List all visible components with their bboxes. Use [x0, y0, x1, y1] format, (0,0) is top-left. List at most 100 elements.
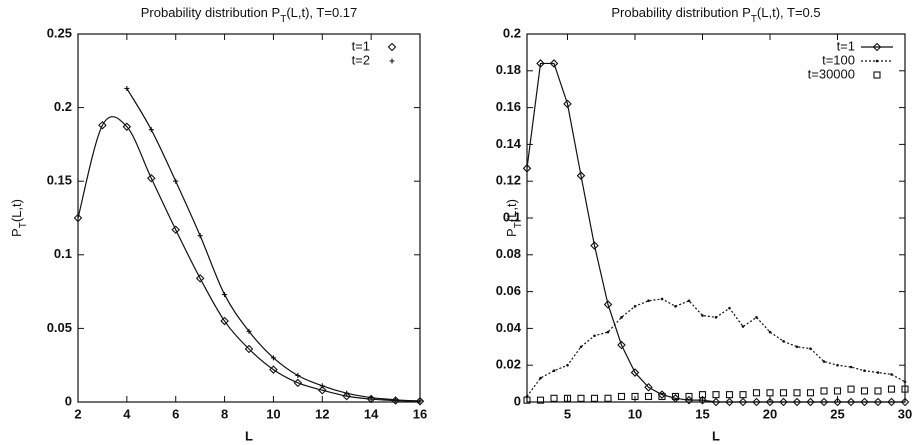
y-tick-label: 0	[65, 393, 72, 408]
marker	[819, 397, 829, 407]
marker	[725, 391, 734, 399]
marker	[903, 380, 907, 384]
marker	[368, 395, 374, 401]
x-tick-label: 15	[695, 406, 709, 421]
marker	[73, 213, 83, 223]
marker	[549, 59, 559, 68]
marker	[536, 59, 545, 68]
marker	[671, 394, 680, 403]
x-tick-label: 2	[74, 406, 81, 421]
marker	[752, 397, 761, 407]
marker	[620, 316, 623, 319]
marker	[766, 389, 774, 397]
x-tick-label: 25	[830, 406, 844, 421]
marker	[563, 394, 572, 402]
plot-frame	[77, 33, 421, 403]
marker	[741, 325, 745, 328]
y-tick-label: 0	[514, 393, 521, 408]
marker	[171, 225, 180, 235]
y-tick-label: 0.08	[496, 246, 521, 261]
marker	[658, 392, 666, 401]
marker	[765, 397, 775, 407]
marker	[603, 300, 613, 309]
series-line	[526, 62, 905, 403]
marker	[860, 397, 869, 407]
marker	[566, 363, 569, 367]
x-tick-label: 4	[123, 406, 131, 421]
marker	[604, 394, 612, 402]
marker	[795, 345, 799, 349]
y-axis-label-part: T	[513, 222, 524, 228]
marker	[630, 368, 640, 377]
marker	[833, 397, 842, 407]
marker	[860, 387, 869, 395]
marker	[647, 299, 650, 303]
marker	[728, 306, 731, 310]
marker	[876, 371, 880, 374]
marker	[606, 330, 610, 334]
marker	[563, 99, 572, 109]
x-tick-label: 20	[763, 406, 777, 421]
marker	[417, 398, 423, 404]
marker	[890, 373, 893, 376]
marker	[822, 360, 826, 363]
marker	[833, 387, 842, 395]
chart-title-part: T	[751, 14, 757, 25]
marker	[590, 241, 599, 250]
legend-label: t=30000	[808, 66, 855, 81]
marker	[901, 385, 909, 393]
x-tick-label: 6	[172, 406, 179, 421]
y-tick-label: 0.2	[503, 25, 521, 40]
marker	[576, 171, 586, 180]
x-tick-label: 10	[266, 406, 280, 421]
y-tick-label: 0.18	[496, 62, 521, 77]
marker	[98, 120, 107, 130]
y-axis-label-part: (L,t)	[504, 199, 519, 222]
marker	[246, 328, 252, 334]
marker	[739, 391, 747, 399]
marker	[755, 316, 758, 319]
marker	[698, 391, 707, 399]
x-tick-label: 16	[413, 406, 427, 421]
marker	[809, 347, 812, 350]
marker	[873, 397, 883, 407]
marker	[195, 274, 205, 283]
y-axis-label: PT(L,t)	[504, 199, 524, 237]
y-tick-label: 0.15	[47, 173, 72, 188]
marker	[768, 330, 772, 334]
marker	[725, 397, 734, 407]
x-axis-label: L	[245, 428, 253, 443]
marker	[674, 305, 677, 308]
series-line	[126, 88, 421, 402]
marker	[644, 392, 653, 401]
y-tick-label: 0.04	[496, 320, 522, 335]
marker	[873, 71, 881, 79]
y-axis-label: PT(L,t)	[9, 199, 29, 237]
x-tick-label: 30	[898, 406, 912, 421]
y-tick-label: 0.02	[496, 357, 521, 372]
marker	[698, 395, 707, 405]
marker	[863, 369, 866, 373]
marker	[738, 397, 748, 407]
marker	[393, 397, 399, 403]
marker	[522, 164, 532, 173]
y-tick-label: 0.05	[47, 320, 72, 335]
series-line	[526, 298, 906, 397]
y-tick-label: 0.12	[496, 173, 521, 188]
marker	[685, 392, 693, 401]
marker	[792, 397, 802, 407]
marker	[752, 389, 761, 397]
marker	[318, 385, 327, 395]
x-tick-label: 10	[628, 406, 642, 421]
series-line	[77, 116, 421, 402]
marker	[846, 397, 856, 407]
marker	[270, 355, 276, 361]
y-tick-label: 0.1	[54, 246, 72, 261]
marker	[593, 334, 596, 338]
y-tick-label: 0.25	[47, 25, 72, 40]
x-tick-label: 12	[315, 406, 329, 421]
y-axis-label-part: (L,t)	[9, 199, 24, 222]
chart-title-part: Probability distribution P	[141, 5, 280, 20]
marker	[849, 365, 853, 369]
